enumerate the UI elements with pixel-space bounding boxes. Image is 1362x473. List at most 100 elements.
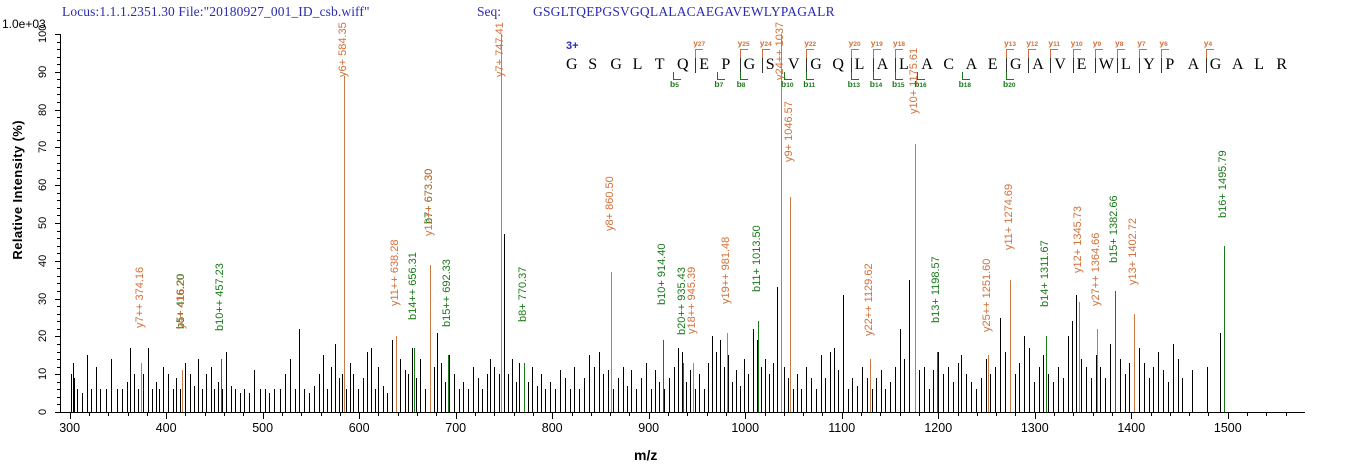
spectrum-peak (318, 374, 320, 412)
peak-label: y27++ 1364.66 (1090, 232, 1103, 307)
sequence-label: Seq: (477, 4, 502, 19)
spectrum-peak (866, 377, 868, 412)
x-minor-tick (706, 413, 708, 416)
ladder-b-ion-label: b8 (736, 79, 746, 89)
spectrum-peak (499, 374, 501, 412)
spectrum-peak (151, 389, 153, 412)
spectrum-peak (664, 389, 666, 412)
spectrum-peak (899, 328, 901, 412)
x-minor-tick (1054, 413, 1056, 416)
ladder-y-tick (1117, 49, 1125, 58)
spectrum-peak (681, 351, 683, 412)
y-tick-label: 80 (37, 103, 49, 116)
spectrum-peak (194, 385, 196, 412)
x-minor-tick (1285, 413, 1287, 416)
peak-label: b14+ 1311.67 (1039, 240, 1052, 308)
spectrum-peak (810, 377, 812, 412)
y-tick-label: 40 (37, 254, 49, 267)
spectrum-peak (244, 389, 246, 412)
labeled-peak-y-ion (344, 75, 346, 412)
spectrum-peak (353, 374, 355, 412)
spectrum-peak (468, 389, 470, 412)
ladder-y-divider (1094, 56, 1096, 73)
ladder-residue: R (1276, 56, 1288, 73)
spectrum-peak (1177, 359, 1179, 412)
y-minor-tick (57, 328, 60, 330)
ladder-residue: E (1076, 56, 1087, 73)
spectrum-peak (890, 381, 891, 412)
x-minor-tick (1073, 413, 1075, 416)
spectrum-peak (441, 362, 443, 412)
spectrum-peak (205, 374, 207, 412)
labeled-peak-y-ion (727, 332, 729, 412)
spectrum-peak (617, 377, 619, 412)
spectrum-peak (588, 355, 590, 412)
x-minor-tick (1150, 413, 1152, 416)
ladder-residue: W (1098, 56, 1114, 73)
y-minor-tick (57, 245, 60, 247)
spectrum-peak (201, 389, 203, 412)
ladder-residue: L (854, 56, 865, 73)
peak-label: y22++ 1129.62 (863, 263, 876, 336)
spectrum-peak (249, 393, 251, 412)
spectrum-peak (445, 381, 447, 412)
x-minor-tick (88, 413, 90, 416)
spectrum-peak (655, 370, 657, 412)
x-minor-tick (764, 413, 766, 416)
x-tick-label: 700 (445, 421, 467, 435)
ladder-y-tick (1094, 49, 1103, 58)
spectrum-peak (1129, 362, 1131, 412)
y-minor-tick (57, 64, 60, 66)
spectrum-peak (419, 359, 421, 412)
spectrum-peak (366, 351, 368, 412)
spectrum-peak (99, 389, 101, 412)
spectrum-peak (641, 377, 642, 412)
spectrum-peak (777, 287, 779, 412)
spectrum-peak (531, 366, 533, 412)
spectrum-peak (1038, 366, 1040, 412)
spectrum-peak (463, 381, 465, 412)
spectrum-peak (253, 370, 255, 412)
y-minor-tick (57, 275, 60, 277)
spectrum-peak (453, 374, 455, 412)
y-minor-tick (57, 268, 60, 270)
spectrum-peak (740, 385, 742, 412)
x-tick-label: 900 (638, 421, 660, 435)
spectrum-peak (234, 389, 236, 412)
ladder-b-ion-label: b13 (847, 79, 861, 89)
y-minor-tick (57, 139, 60, 141)
precursor-charge-label: 3+ (566, 40, 579, 52)
spectrum-peak (842, 294, 844, 412)
y-minor-tick (57, 86, 60, 88)
spectrum-peak (111, 359, 113, 412)
spectrum-peak (834, 347, 836, 412)
y-tick (55, 147, 60, 149)
ladder-residue: C (943, 56, 955, 73)
x-minor-tick (397, 413, 399, 416)
x-minor-tick (339, 413, 341, 416)
ladder-y-ion-label: y13 (1004, 38, 1016, 48)
ladder-residue: A (1187, 56, 1200, 73)
spectrum-peak (1105, 377, 1107, 412)
spectrum-peak (731, 381, 733, 412)
spectrum-peak (724, 366, 725, 412)
y-tick (55, 412, 60, 413)
spectrum-peak (404, 370, 406, 412)
spectrum-peak (1158, 351, 1160, 412)
spectrum-peak (147, 347, 149, 412)
ladder-y-tick (1072, 49, 1081, 58)
y-tick-label: 30 (37, 292, 49, 305)
y-tick-label: 20 (37, 330, 49, 343)
spectrum-peak (437, 332, 439, 412)
y-minor-tick (57, 162, 60, 164)
spectrum-peak (424, 389, 426, 412)
spectrum-peak (695, 389, 697, 412)
spectrum-peak (1220, 332, 1222, 412)
labeled-peak-y-ion (790, 196, 792, 412)
spectrum-peak (1090, 377, 1092, 412)
spectrum-peak (603, 374, 605, 412)
x-tick (1034, 413, 1036, 419)
labeled-peak-b-ion (662, 340, 664, 412)
spectrum-peak (787, 377, 789, 412)
peak-label: b11+ 1013.50 (751, 225, 764, 293)
